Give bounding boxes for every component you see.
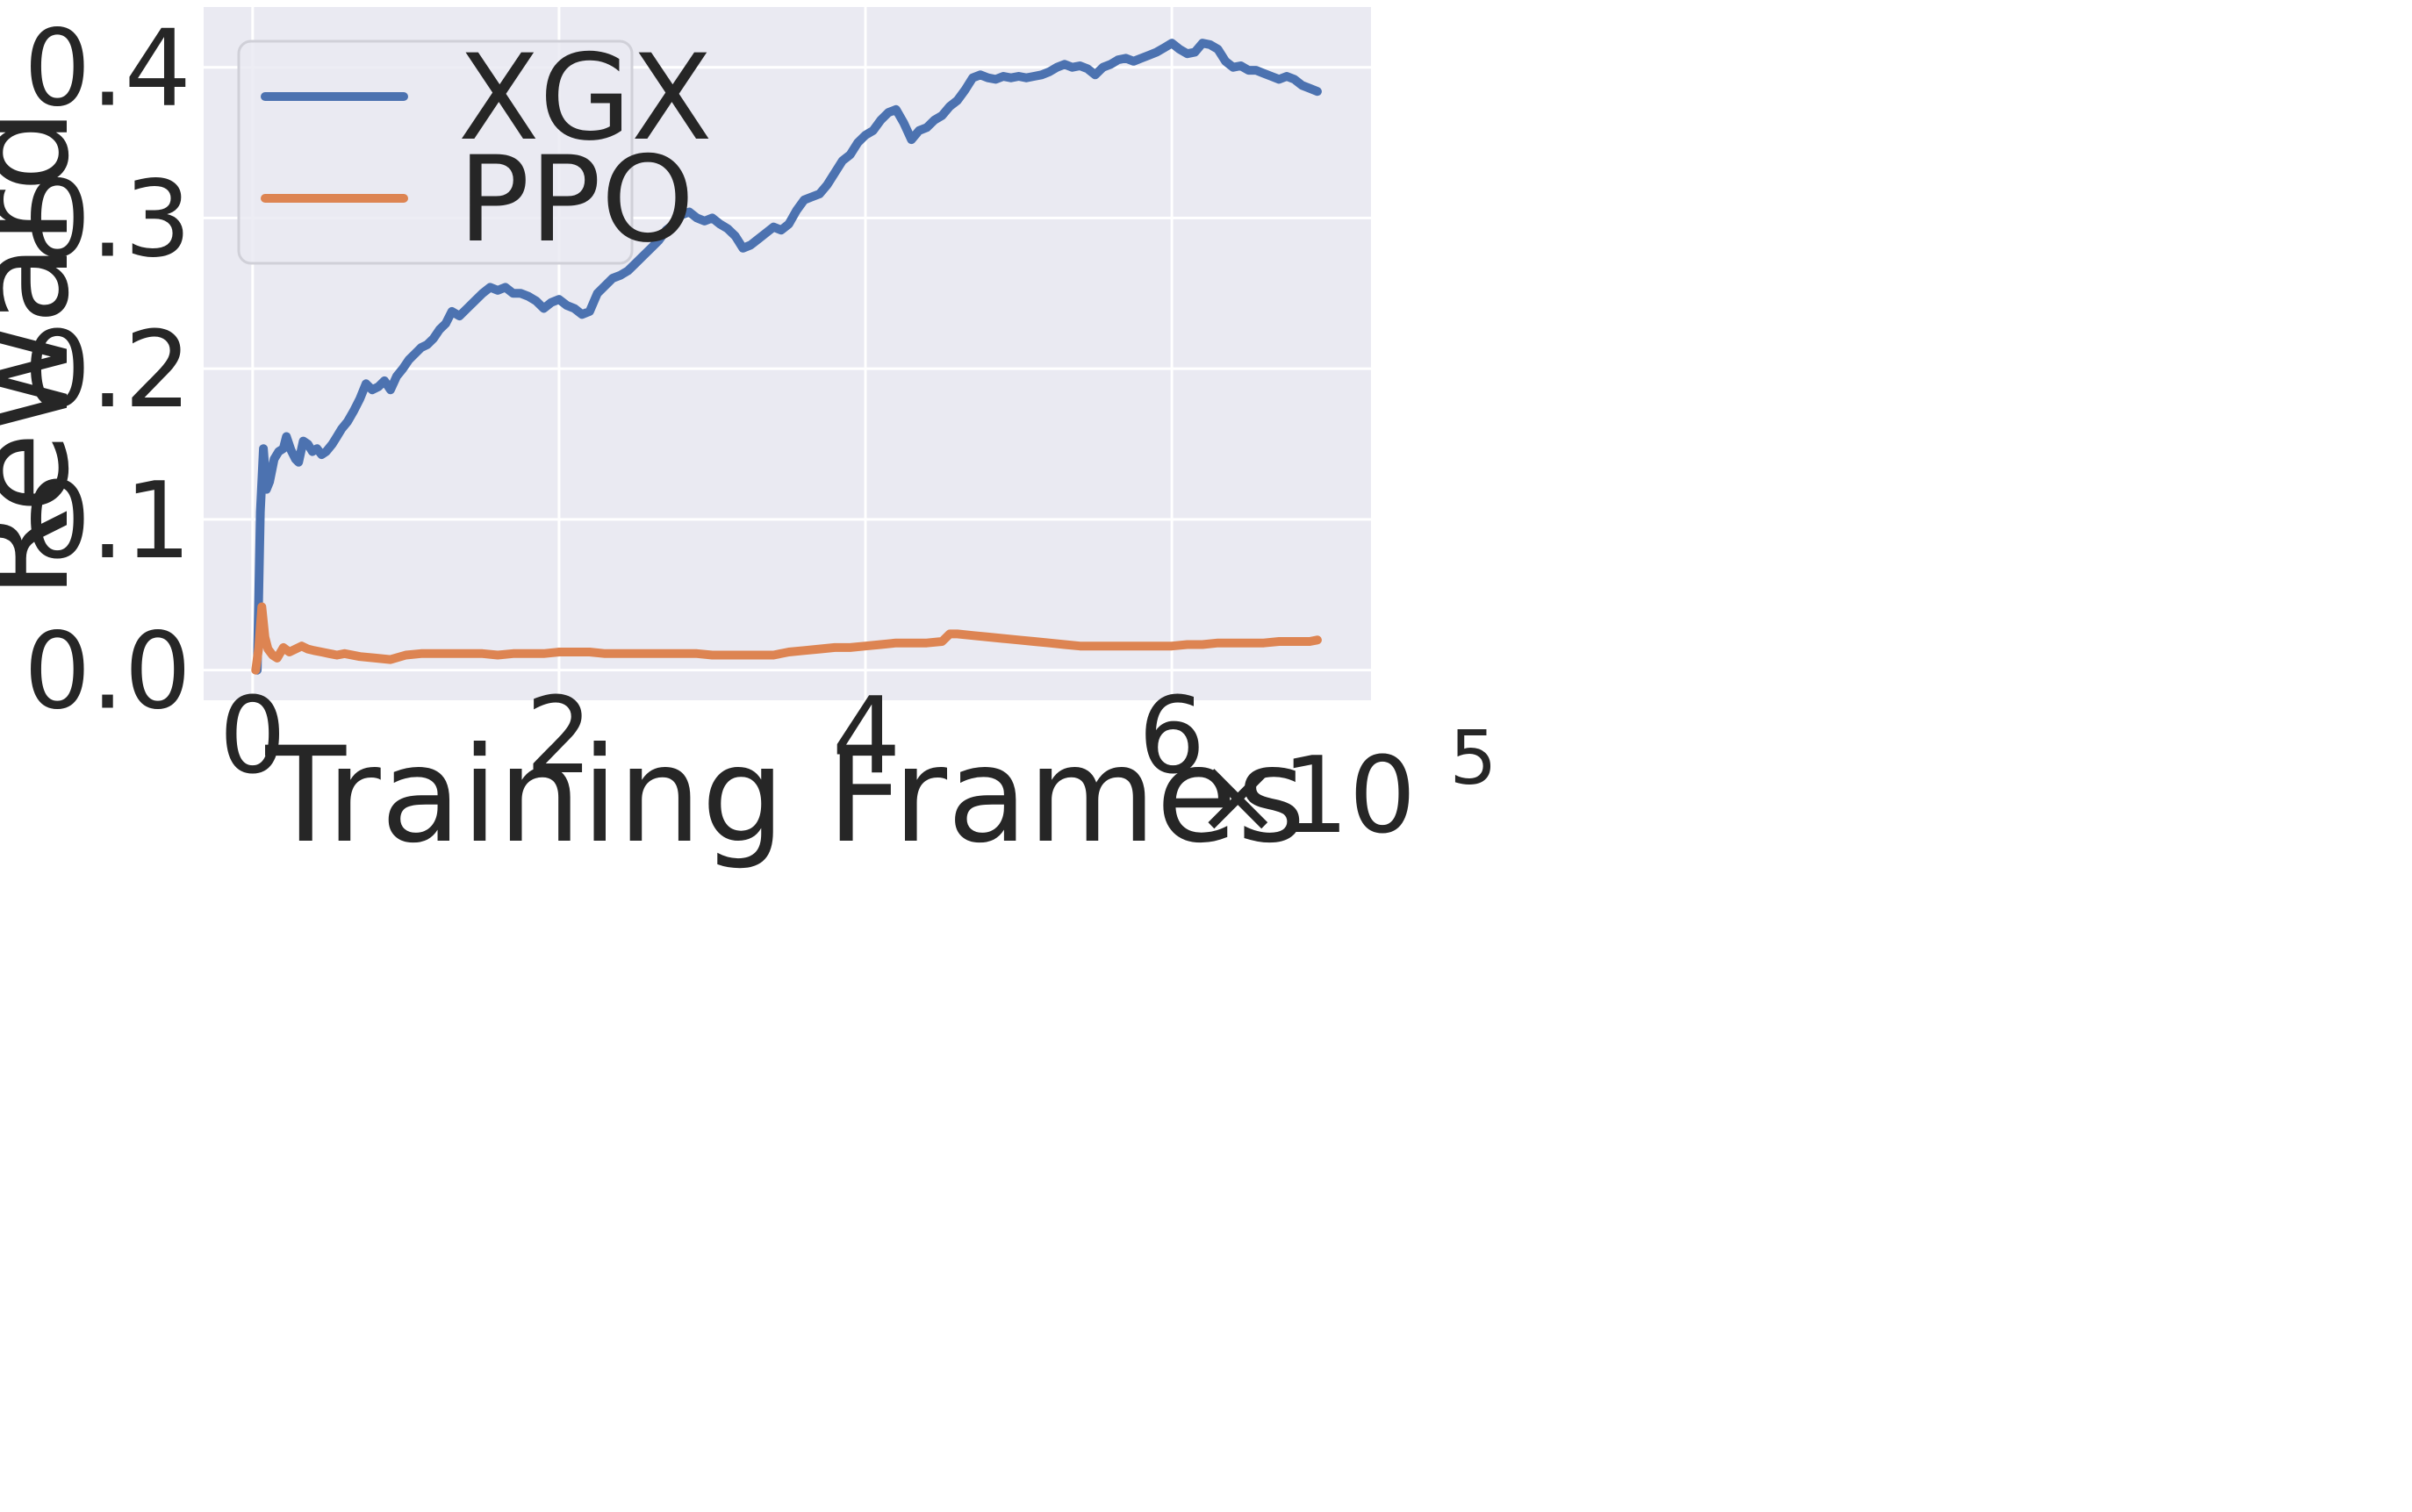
x-axis-offset-text: ×10 5 [1194,715,1497,857]
series-line-ppo [251,602,1322,675]
y-tick-label-1: 0.1 [24,461,191,583]
y-tick-label-4: 0.4 [24,9,191,131]
legend-label-ppo: PPO [458,131,694,269]
legend-label-xgx: XGX [458,29,713,167]
y-tick-label-2: 0.2 [24,310,191,432]
x-axis-label: Training Frames [264,720,1305,872]
series-line-xgx [253,39,1322,675]
x-tick-label-1: 2 [526,676,592,798]
legend: XGX PPO [237,29,713,269]
x-tick-labels: 0 2 4 6 [219,676,1206,798]
y-tick-labels: 0.0 0.1 0.2 0.3 0.4 [24,9,191,734]
series-lines [251,39,1322,675]
offset-exponent: 5 [1449,715,1497,802]
x-tick-label-2: 4 [832,676,899,798]
offset-base: ×10 [1194,735,1416,857]
y-axis-label: Reward [0,109,98,599]
y-tick-label-3: 0.3 [24,159,191,281]
x-tick-label-0: 0 [219,676,286,798]
x-tick-label-3: 6 [1138,676,1205,798]
y-tick-label-0: 0.0 [24,612,191,734]
